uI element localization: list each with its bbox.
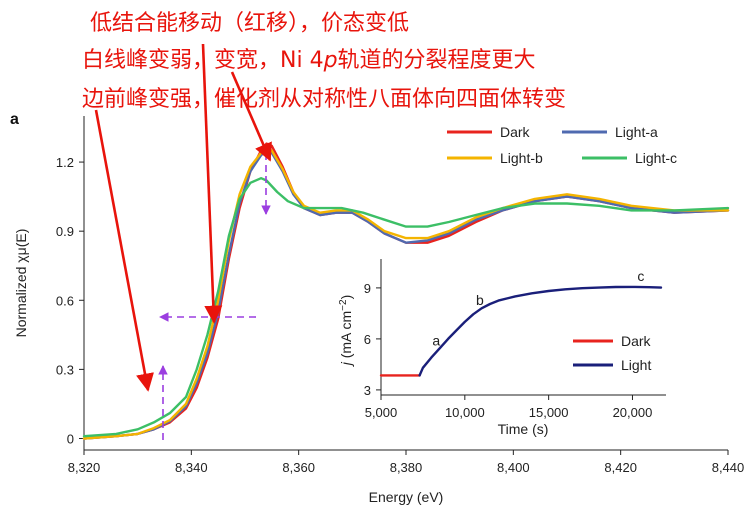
main-y-tick-label: 1.2 [56, 155, 74, 170]
inset-y-tick-label: 6 [364, 332, 371, 347]
legend-label-dark: Dark [500, 124, 531, 140]
inset-point-label-a: a [432, 333, 440, 349]
main-x-tick-label: 8,400 [497, 460, 530, 475]
annotation-pre-edge: 边前峰变强，催化剂从对称性八面体向四面体转变 [82, 87, 566, 112]
main-x-tick-label: 8,340 [175, 460, 208, 475]
inset-ylabel-sup: −2 [338, 299, 349, 311]
inset-series-group [379, 285, 663, 377]
inset-ylabel-end: ) [338, 295, 354, 300]
inset-point-labels: a b c [432, 268, 644, 349]
inset-series-light [418, 285, 663, 377]
legend-label-light-c: Light-c [635, 150, 677, 166]
inset-y-ticks: 3 6 9 [364, 281, 381, 398]
main-x-tick-label: 8,320 [68, 460, 101, 475]
main-series-light-c [82, 177, 730, 438]
inset-y-tick-label: 3 [364, 383, 371, 398]
inset-legend-label-dark: Dark [621, 333, 652, 349]
main-y-tick-label: 0 [67, 431, 74, 446]
main-axes: 8,320 8,340 8,360 8,380 8,400 8,420 8,440 0 0.3… [13, 116, 744, 505]
inset-background [381, 259, 666, 414]
inset-ylabel-rest: (mA cm [338, 311, 354, 362]
main-x-tick-label: 8,440 [712, 460, 745, 475]
annotation-redshift: 低结合能移动（红移），价态变低 [90, 11, 409, 36]
main-y-ticks: 0 0.3 0.6 0.9 1.2 [56, 155, 84, 446]
inset-x-tick-label: 5,000 [365, 405, 398, 420]
inset-x-tick-label: 10,000 [445, 405, 485, 420]
main-x-tick-label: 8,360 [282, 460, 315, 475]
inset-chart: 5,000 10,000 15,000 20,000 3 6 9 a b c Time (s)… [338, 259, 666, 437]
main-series-group [82, 142, 730, 440]
annotation-white-line-part2: 轨道的分裂程度更大 [338, 48, 536, 73]
red-arrows [94, 43, 272, 392]
inset-y-axis-label: j (mA cm−2) [338, 295, 354, 368]
main-x-axis-label: Energy (eV) [369, 489, 444, 505]
annotation-italic-p: p [323, 48, 338, 73]
inset-ylabel-italic: j [338, 361, 354, 367]
inset-legend-label-light: Light [621, 357, 651, 373]
inset-x-ticks: 5,000 10,000 15,000 20,000 [365, 395, 653, 420]
legend-label-light-a: Light-a [615, 124, 658, 140]
inset-point-label-b: b [476, 292, 484, 308]
red-arrow-edge-shift [201, 43, 223, 324]
main-x-tick-label: 8,380 [390, 460, 423, 475]
main-y-tick-label: 0.6 [56, 293, 74, 308]
panel-label: a [10, 111, 19, 128]
main-y-tick-label: 0.3 [56, 362, 74, 377]
inset-x-tick-label: 20,000 [613, 405, 653, 420]
inset-point-label-c: c [637, 268, 644, 284]
main-y-tick-label: 0.9 [56, 224, 74, 239]
main-y-axis-label: Normalized χμ(E) [13, 229, 29, 338]
annotation-white-line: 白线峰变弱，变宽，Ni 4p轨道的分裂程度更大 [82, 48, 536, 73]
legend-label-light-b: Light-b [500, 150, 543, 166]
red-arrow-white-line [230, 71, 272, 162]
main-x-ticks: 8,320 8,340 8,360 8,380 8,400 8,420 8,440 [68, 450, 745, 475]
red-arrow-pre-edge [94, 109, 154, 392]
inset-y-tick-label: 9 [364, 281, 371, 296]
main-series-light-b [82, 147, 730, 440]
inset-legend: Dark Light [573, 333, 652, 373]
main-x-tick-label: 8,420 [604, 460, 637, 475]
main-legend: Dark Light-a Light-b Light-c [447, 124, 677, 166]
inset-x-axis-label: Time (s) [498, 421, 549, 437]
inset-x-tick-label: 15,000 [529, 405, 569, 420]
